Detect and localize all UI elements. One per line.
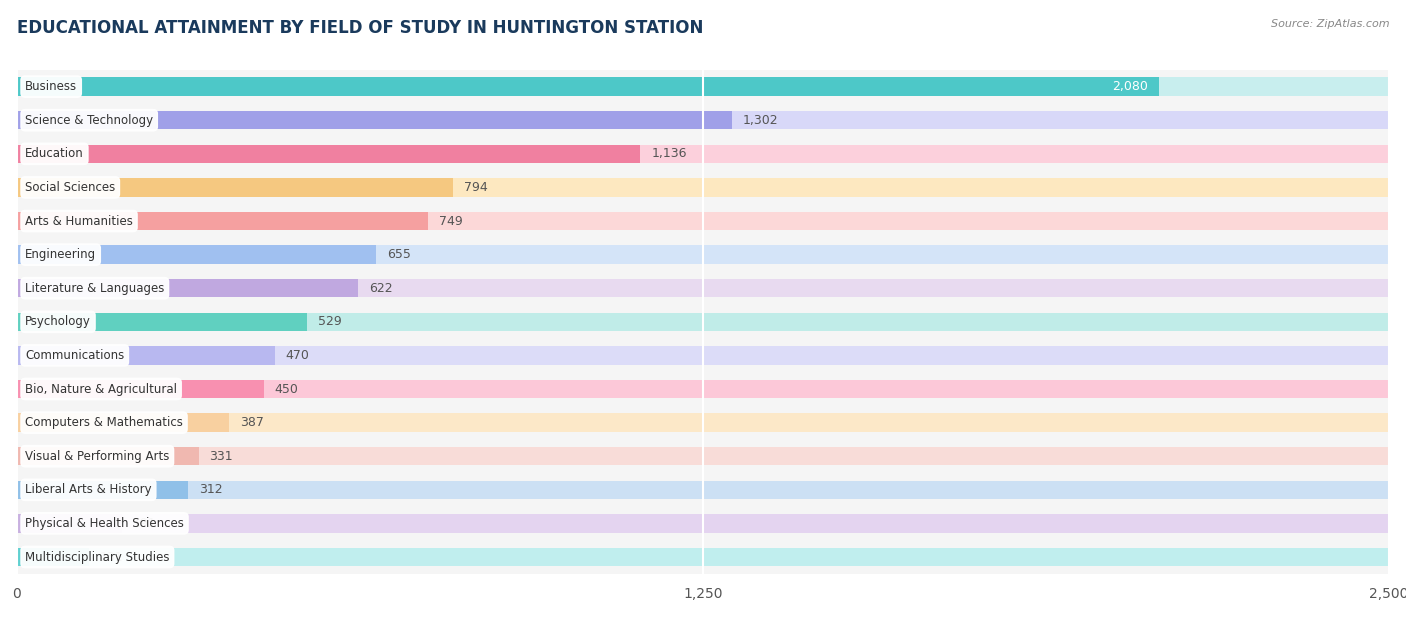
Bar [17,111,731,129]
Bar [17,103,1389,137]
Bar [17,212,1389,230]
Bar [17,271,1389,305]
Bar [17,447,1389,466]
Text: Communications: Communications [25,349,124,362]
Text: Physical & Health Sciences: Physical & Health Sciences [25,517,184,530]
Text: 529: 529 [318,316,342,328]
Bar [17,481,188,499]
Text: 387: 387 [240,416,264,429]
Bar [17,406,1389,439]
Bar [17,144,1389,163]
Text: 1,302: 1,302 [742,114,778,127]
Text: 470: 470 [285,349,309,362]
Text: 312: 312 [200,483,222,497]
Text: Literature & Languages: Literature & Languages [25,281,165,295]
Text: 331: 331 [209,450,233,463]
Text: 2,080: 2,080 [1112,80,1147,93]
Bar [17,514,1389,533]
Bar [17,481,1389,499]
Text: 1,136: 1,136 [651,147,688,160]
Bar [17,548,1389,566]
Bar [17,473,1389,507]
Text: Bio, Nature & Agricultural: Bio, Nature & Agricultural [25,382,177,396]
Bar [17,78,1159,96]
Text: EDUCATIONAL ATTAINMENT BY FIELD OF STUDY IN HUNTINGTON STATION: EDUCATIONAL ATTAINMENT BY FIELD OF STUDY… [17,19,703,37]
Text: Education: Education [25,147,84,160]
Text: Science & Technology: Science & Technology [25,114,153,127]
Bar [17,312,308,331]
Bar [17,70,1389,103]
Bar [17,245,1389,264]
Text: 794: 794 [464,181,488,194]
Bar [17,346,1389,365]
Text: 655: 655 [388,248,412,261]
Bar [17,312,1389,331]
Text: Engineering: Engineering [25,248,96,261]
Bar [17,380,1389,398]
Text: 450: 450 [274,382,298,396]
Text: Arts & Humanities: Arts & Humanities [25,215,134,228]
Bar [17,78,1389,96]
Bar [17,238,1389,271]
Text: 191: 191 [132,517,156,530]
Text: Psychology: Psychology [25,316,91,328]
Text: Liberal Arts & History: Liberal Arts & History [25,483,152,497]
Bar [17,279,1389,297]
Text: 749: 749 [439,215,463,228]
Bar [17,305,1389,339]
Bar [17,372,1389,406]
Bar [17,439,1389,473]
Text: Computers & Mathematics: Computers & Mathematics [25,416,183,429]
Bar [17,137,1389,170]
Bar [17,178,453,197]
Bar [17,111,1389,129]
Text: Source: ZipAtlas.com: Source: ZipAtlas.com [1271,19,1389,29]
Text: Multidisciplinary Studies: Multidisciplinary Studies [25,550,170,563]
Bar [17,339,1389,372]
Bar [17,413,229,432]
Bar [17,380,264,398]
Bar [17,170,1389,204]
Bar [17,548,89,566]
Bar [17,144,640,163]
Bar [17,178,1389,197]
Bar [17,212,427,230]
Bar [17,346,274,365]
Text: Business: Business [25,80,77,93]
Bar [17,507,1389,540]
Bar [17,447,198,466]
Text: Social Sciences: Social Sciences [25,181,115,194]
Bar [17,245,377,264]
Text: Visual & Performing Arts: Visual & Performing Arts [25,450,170,463]
Bar [17,279,359,297]
Text: 131: 131 [100,550,124,563]
Text: 622: 622 [370,281,392,295]
Bar [17,413,1389,432]
Bar [17,540,1389,574]
Bar [17,514,122,533]
Bar [17,204,1389,238]
